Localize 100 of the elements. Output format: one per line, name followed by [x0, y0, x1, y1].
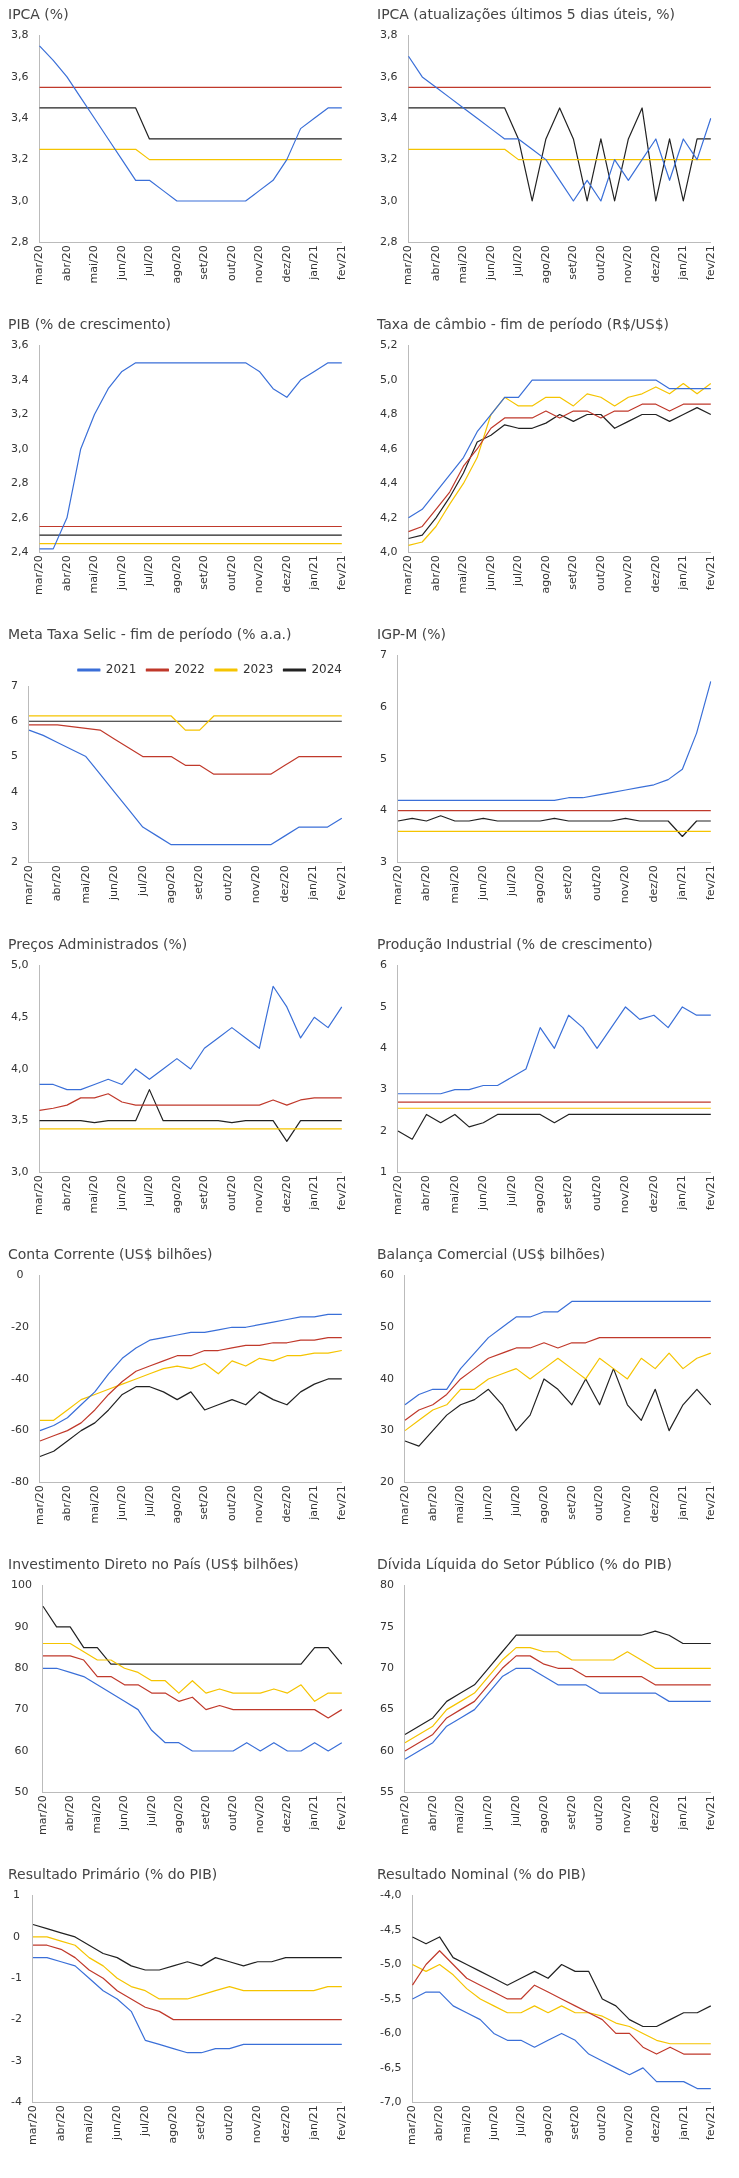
x-tick-label: mai/20 — [78, 865, 92, 904]
x-tick-label: nov/20 — [621, 245, 635, 284]
y-tick-label: 3,6 — [11, 338, 29, 352]
x-tick-label: out/20 — [224, 555, 238, 592]
x-tick-label: out/20 — [224, 1485, 238, 1522]
y-tick-label: -4 — [11, 2095, 22, 2109]
chart-title: PIB (% de crescimento) — [8, 316, 173, 332]
x-tick-label: fev/21 — [703, 555, 717, 591]
x-tick-label: jan/21 — [676, 2105, 690, 2141]
x-tick-label: mar/20 — [32, 245, 46, 286]
x-tick-label: jan/21 — [306, 2105, 320, 2141]
x-tick-label: ago/20 — [169, 1175, 183, 1214]
y-tick-label: 3,0 — [380, 193, 398, 207]
y-tick-label: 2,8 — [11, 476, 29, 490]
x-tick-label: out/20 — [589, 865, 603, 902]
x-tick-label: jul/20 — [513, 2105, 527, 2138]
x-tick-label: set/20 — [197, 245, 211, 280]
x-tick-label: dez/20 — [278, 2105, 292, 2143]
x-tick-label: abr/20 — [425, 1795, 439, 1832]
chart-title: Dívida Líquida do Setor Público (% do PIB) — [377, 1556, 673, 1572]
y-tick-label: 60 — [14, 1743, 29, 1757]
x-tick-label: mar/20 — [397, 1485, 411, 1526]
x-tick-label: mar/20 — [405, 2105, 419, 2146]
x-tick-label: mai/20 — [87, 1175, 101, 1214]
x-tick-label: dez/20 — [648, 1485, 662, 1523]
y-tick-label: 4,6 — [380, 441, 398, 455]
y-tick-label: 60 — [380, 1743, 394, 1757]
x-tick-label: out/20 — [224, 1175, 238, 1212]
y-tick-label: 3 — [11, 819, 18, 833]
x-tick-label: nov/20 — [621, 555, 635, 594]
x-tick-label: jan/21 — [307, 555, 321, 591]
y-tick-label: 30 — [380, 1423, 394, 1437]
x-tick-label: nov/20 — [250, 2105, 264, 2144]
y-tick-label: 3,4 — [380, 111, 398, 125]
y-tick-label: 65 — [380, 1702, 394, 1716]
y-tick-label: 55 — [380, 1785, 394, 1799]
y-tick-label: 3 — [380, 1082, 387, 1096]
x-tick-label: abr/20 — [50, 865, 64, 902]
x-tick-label: fev/21 — [703, 865, 717, 901]
chart-title: Resultado Nominal (% do PIB) — [377, 1866, 587, 1882]
x-tick-label: out/20 — [224, 245, 238, 282]
y-tick-label: 4,5 — [11, 1010, 29, 1024]
x-tick-label: jan/21 — [307, 1175, 321, 1211]
x-tick-label: jun/20 — [117, 1795, 131, 1832]
x-tick-label: nov/20 — [252, 1175, 266, 1214]
chart-title: IPCA (%) — [8, 6, 70, 22]
x-tick-label: dez/20 — [279, 1175, 293, 1213]
x-tick-label: jul/20 — [509, 1795, 523, 1828]
x-tick-label: abr/20 — [428, 245, 442, 282]
y-tick-label: 4,4 — [380, 476, 398, 490]
y-tick-label: 6 — [380, 700, 387, 714]
x-tick-label: mai/20 — [447, 865, 461, 904]
y-tick-label: -5,5 — [380, 1991, 402, 2005]
y-tick-label: 3,8 — [11, 28, 29, 42]
y-tick-label: 3,0 — [11, 441, 29, 455]
x-tick-label: nov/20 — [252, 1485, 266, 1524]
x-tick-label: abr/20 — [432, 2105, 446, 2142]
chart-title: Produção Industrial (% de crescimento) — [377, 936, 654, 952]
x-tick-label: mar/20 — [21, 865, 35, 906]
x-tick-label: jun/20 — [481, 1795, 495, 1832]
y-tick-label: 4 — [380, 803, 387, 817]
y-tick-label: -20 — [11, 1320, 29, 1334]
x-tick-label: nov/20 — [253, 1795, 267, 1834]
x-tick-label: ago/20 — [538, 245, 552, 284]
x-tick-label: dez/20 — [279, 1485, 293, 1523]
x-tick-label: dez/20 — [279, 245, 293, 283]
y-tick-label: 2,8 — [380, 235, 398, 249]
x-tick-label: out/20 — [593, 555, 607, 592]
x-tick-label: dez/20 — [646, 1175, 660, 1213]
x-tick-label: ago/20 — [169, 245, 183, 284]
y-tick-label: 20 — [380, 1475, 394, 1489]
y-tick-label: 0 — [16, 1268, 24, 1282]
y-tick-label: 4,0 — [380, 545, 398, 559]
chart-title: Taxa de câmbio - fim de período (R$/US$) — [377, 316, 671, 332]
x-tick-label: jun/20 — [476, 1175, 490, 1212]
x-tick-label: mai/20 — [453, 1795, 467, 1834]
y-tick-label: 5 — [11, 749, 18, 763]
x-tick-label: nov/20 — [249, 865, 263, 904]
x-tick-label: jan/21 — [676, 245, 690, 281]
x-tick-label: ago/20 — [169, 555, 183, 594]
x-tick-label: jul/20 — [509, 1485, 523, 1518]
y-tick-label: 60 — [380, 1268, 394, 1282]
y-tick-label: 7 — [11, 678, 18, 692]
x-tick-label: abr/20 — [59, 1175, 73, 1212]
x-tick-label: ago/20 — [536, 1795, 550, 1834]
x-tick-label: dez/20 — [279, 555, 293, 593]
x-tick-label: jun/20 — [110, 2105, 124, 2142]
y-tick-label: 5,0 — [11, 958, 29, 972]
x-tick-label: set/20 — [566, 245, 580, 280]
x-tick-label: set/20 — [197, 1485, 211, 1520]
x-tick-label: set/20 — [564, 1795, 578, 1830]
chart-title: Balança Comercial (US$ bilhões) — [377, 1246, 607, 1262]
y-tick-label: 80 — [380, 1578, 394, 1592]
x-tick-label: fev/21 — [703, 1795, 717, 1831]
y-tick-label: 0 — [12, 1929, 20, 1943]
x-tick-label: set/20 — [198, 1795, 212, 1830]
chart-title: Resultado Primário (% do PIB) — [8, 1866, 219, 1882]
x-tick-label: jun/20 — [481, 1485, 495, 1522]
x-tick-label: dez/20 — [646, 865, 660, 903]
y-tick-label: 75 — [380, 1619, 394, 1633]
